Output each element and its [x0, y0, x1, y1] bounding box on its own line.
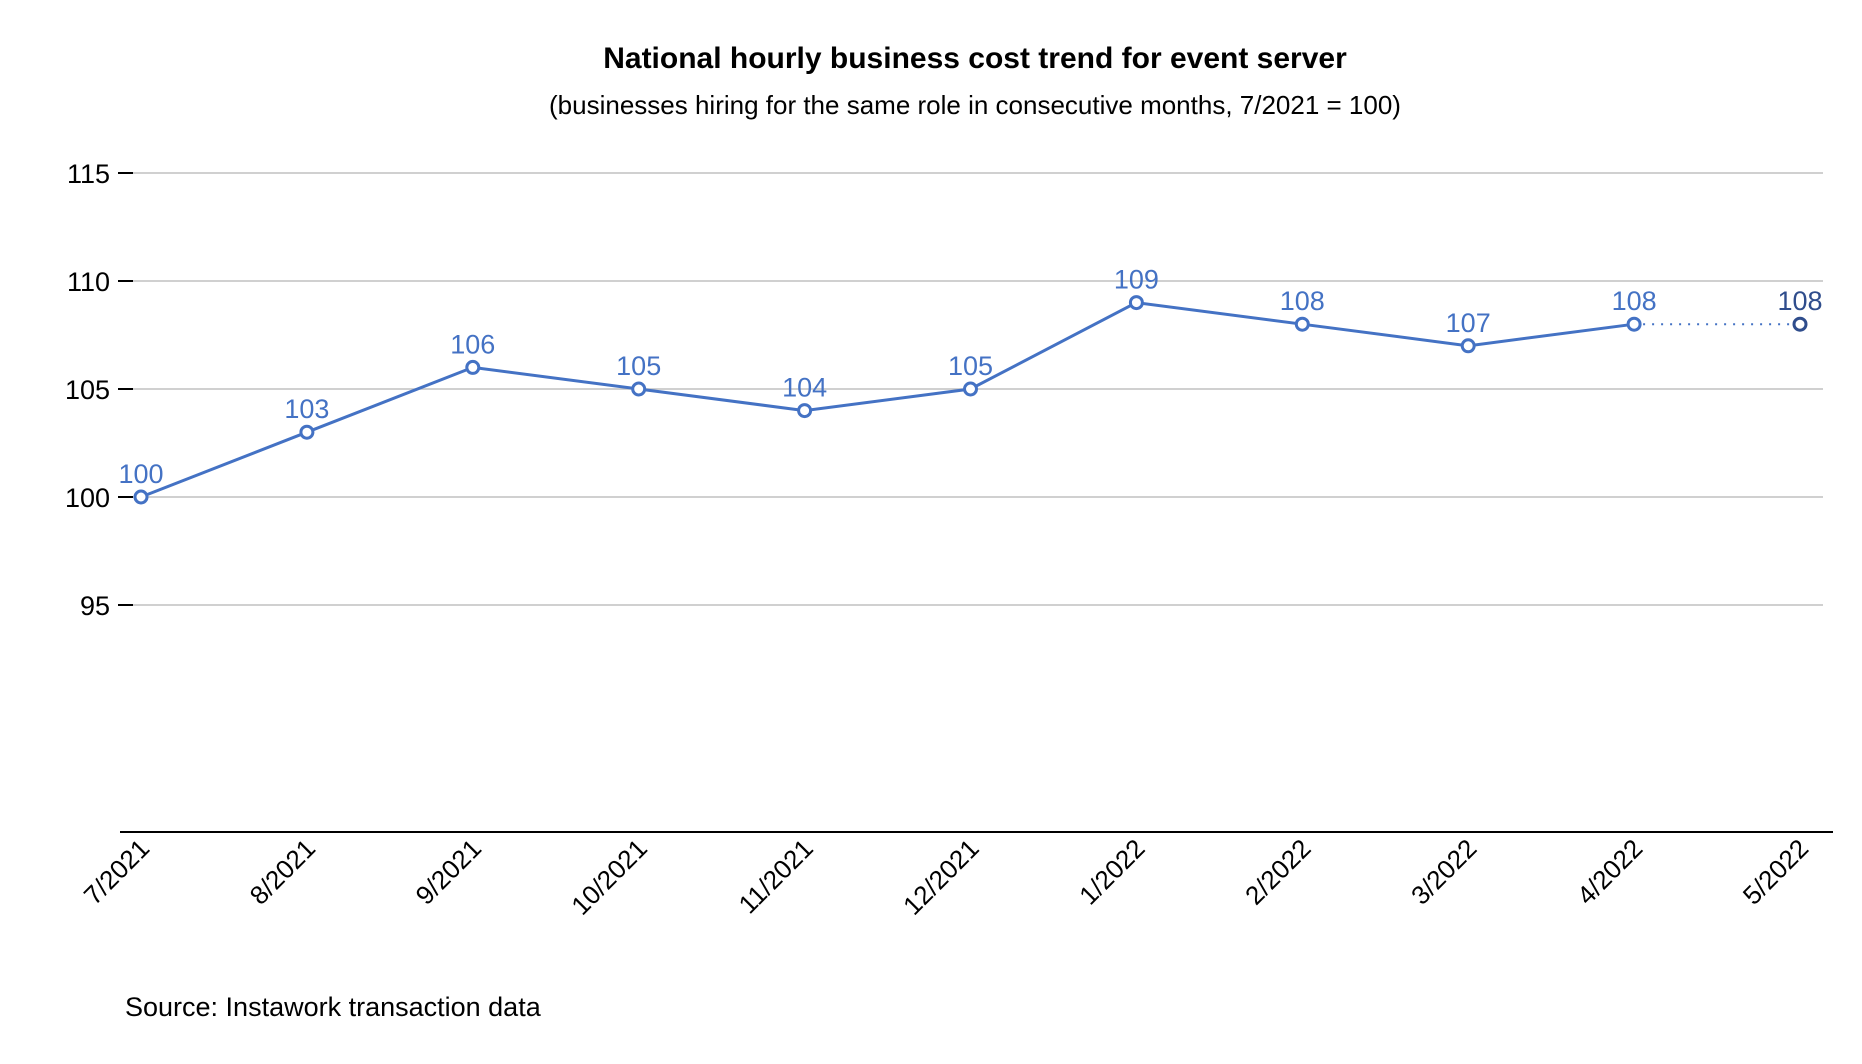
x-tick-label: 3/2022 — [1405, 833, 1482, 910]
series-line — [140, 301, 1635, 499]
data-label: 100 — [118, 459, 163, 489]
y-tick-label: 105 — [65, 375, 110, 405]
chart-title: National hourly business cost trend for … — [603, 42, 1347, 75]
data-point — [299, 424, 315, 440]
x-tick-label: 11/2021 — [733, 833, 819, 919]
data-label: 106 — [450, 329, 495, 359]
x-tick-label: 9/2021 — [410, 833, 487, 910]
data-point — [1294, 316, 1310, 332]
y-tick-label: 100 — [65, 483, 110, 513]
x-tick-label: 1/2022 — [1073, 833, 1150, 910]
data-point — [1128, 295, 1144, 311]
data-point — [1460, 338, 1476, 354]
data-label: 108 — [1777, 286, 1822, 316]
x-tick-label: 2/2022 — [1239, 833, 1316, 910]
data-point — [631, 381, 647, 397]
source-note: Source: Instawork transaction data — [125, 992, 542, 1022]
chart-subtitle: (businesses hiring for the same role in … — [549, 90, 1401, 120]
data-label: 108 — [1280, 286, 1325, 316]
x-tick-label: 12/2021 — [897, 833, 985, 921]
data-label: 103 — [284, 394, 329, 424]
y-tick-label: 110 — [67, 267, 110, 297]
data-label: 105 — [948, 351, 993, 381]
x-tick-label: 4/2022 — [1571, 833, 1648, 910]
x-tick-label: 5/2022 — [1737, 833, 1814, 910]
x-tick-label: 8/2021 — [244, 833, 321, 910]
data-label: 108 — [1612, 286, 1657, 316]
data-point — [133, 489, 149, 505]
data-point — [1792, 316, 1808, 332]
data-label: 104 — [782, 373, 827, 403]
x-tick-label: 7/2021 — [78, 833, 155, 910]
data-label: 107 — [1446, 308, 1491, 338]
data-point — [465, 359, 481, 375]
data-point — [963, 381, 978, 397]
y-tick-label: 95 — [80, 591, 110, 621]
data-point — [797, 403, 813, 419]
y-tick-label: 115 — [67, 159, 110, 189]
data-label: 109 — [1114, 265, 1159, 295]
data-point — [1626, 316, 1642, 332]
data-label: 105 — [616, 351, 661, 381]
x-tick-label: 10/2021 — [565, 833, 653, 921]
